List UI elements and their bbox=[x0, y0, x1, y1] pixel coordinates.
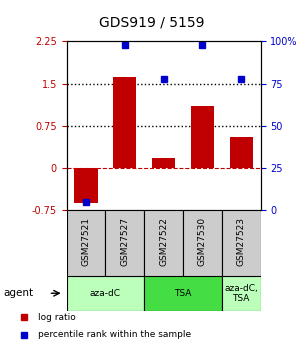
Bar bbox=[222, 210, 261, 276]
Text: GSM27523: GSM27523 bbox=[237, 217, 246, 266]
Text: TSA: TSA bbox=[174, 289, 192, 298]
Bar bbox=[75, 168, 98, 203]
Bar bbox=[191, 106, 214, 168]
Bar bbox=[144, 276, 222, 310]
Text: aza-dC,
TSA: aza-dC, TSA bbox=[224, 284, 258, 303]
Bar bbox=[67, 210, 105, 276]
Bar bbox=[152, 158, 175, 168]
Bar bbox=[222, 276, 261, 310]
Bar bbox=[183, 210, 222, 276]
Bar bbox=[113, 77, 136, 168]
Text: percentile rank within the sample: percentile rank within the sample bbox=[38, 330, 191, 339]
Text: aza-dC: aza-dC bbox=[90, 289, 121, 298]
Text: GSM27530: GSM27530 bbox=[198, 217, 207, 266]
Text: GSM27522: GSM27522 bbox=[159, 217, 168, 266]
Bar bbox=[67, 276, 144, 310]
Text: GSM27527: GSM27527 bbox=[120, 217, 129, 266]
Bar bbox=[105, 210, 144, 276]
Text: GDS919 / 5159: GDS919 / 5159 bbox=[99, 16, 204, 29]
Bar bbox=[230, 137, 253, 168]
Bar bbox=[144, 210, 183, 276]
Text: agent: agent bbox=[3, 288, 33, 298]
Text: GSM27521: GSM27521 bbox=[82, 217, 91, 266]
Text: log ratio: log ratio bbox=[38, 313, 75, 322]
